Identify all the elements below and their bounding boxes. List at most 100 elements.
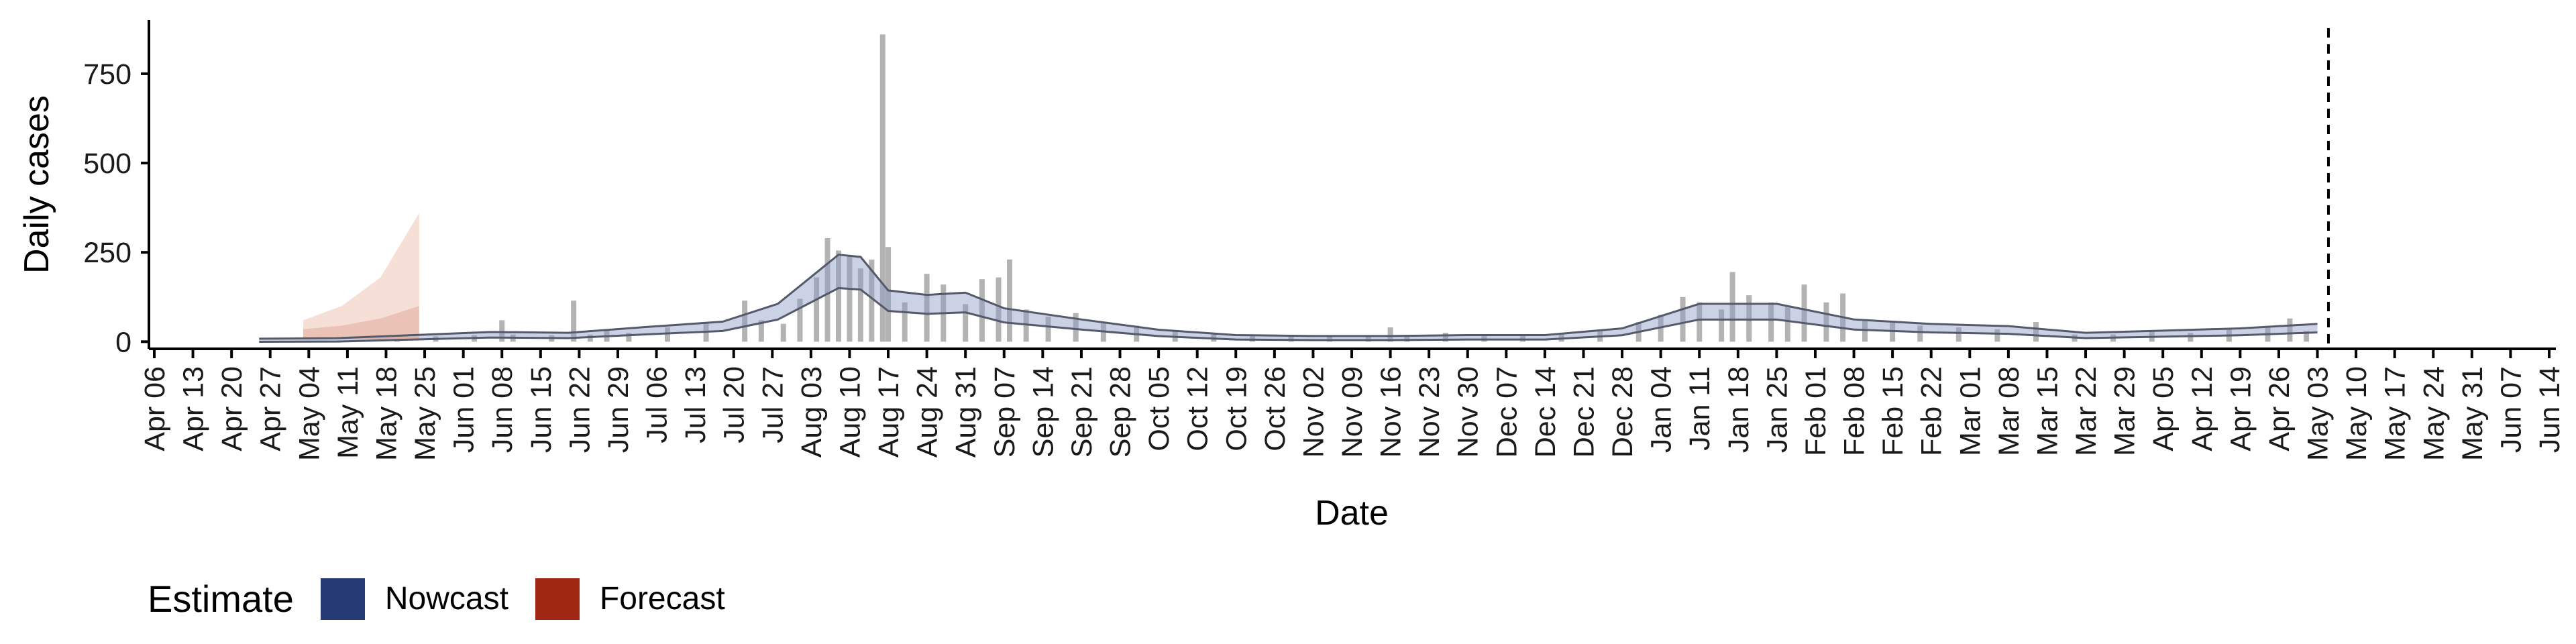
x-tick-label: Dec 07 bbox=[1491, 366, 1523, 458]
forecast-swatch bbox=[535, 578, 580, 620]
nowcast-lower-line bbox=[259, 286, 2318, 343]
y-ticks: 0 250 500 750 bbox=[83, 58, 149, 358]
x-tick-label: Jun 22 bbox=[564, 366, 596, 453]
case-bar bbox=[963, 304, 969, 342]
x-tick-label: Mar 15 bbox=[2031, 366, 2063, 456]
x-tick-label: Sep 14 bbox=[1027, 366, 1059, 458]
x-tick-label: Sep 21 bbox=[1066, 366, 1098, 458]
case-bar bbox=[1249, 335, 1255, 342]
x-tick-label: Feb 08 bbox=[1839, 366, 1871, 456]
x-tick-label: Jan 25 bbox=[1761, 366, 1793, 453]
case-bar bbox=[2304, 331, 2310, 342]
case-bar bbox=[1994, 329, 2000, 342]
case-bar bbox=[1442, 333, 1448, 342]
forecast-band-inner bbox=[303, 306, 419, 340]
x-tick-label: Jan 18 bbox=[1723, 366, 1755, 453]
x-tick-label: Sep 07 bbox=[989, 366, 1021, 458]
case-bar bbox=[1823, 302, 1829, 342]
case-bar bbox=[836, 250, 841, 342]
forecast-band-outer bbox=[303, 213, 419, 340]
case-bar bbox=[885, 247, 892, 342]
case-bar bbox=[1520, 335, 1525, 342]
x-tick-label: Jul 13 bbox=[680, 366, 712, 443]
x-tick-label: Apr 13 bbox=[178, 366, 210, 451]
x-tick-label: Feb 22 bbox=[1916, 366, 1948, 456]
x-tick-label: Nov 30 bbox=[1452, 366, 1485, 458]
x-tick-label: Jan 04 bbox=[1646, 366, 1678, 453]
case-bar bbox=[979, 279, 985, 342]
case-bar bbox=[742, 301, 748, 342]
case-bar bbox=[665, 327, 670, 342]
x-tick-label: Oct 12 bbox=[1182, 366, 1214, 451]
x-tick-label: Apr 27 bbox=[255, 366, 287, 451]
x-tick-label: Jun 01 bbox=[448, 366, 480, 453]
x-tick-label: Jun 15 bbox=[525, 366, 557, 453]
case-bar bbox=[499, 320, 505, 342]
x-tick-label: May 11 bbox=[332, 366, 364, 459]
case-bar bbox=[1746, 295, 1752, 342]
case-bar bbox=[869, 259, 875, 342]
case-bar bbox=[1917, 325, 1923, 342]
x-tick-label: Sep 28 bbox=[1105, 366, 1137, 458]
case-bar bbox=[1481, 334, 1487, 342]
x-tick-label: Aug 17 bbox=[873, 366, 905, 458]
x-tick-label: Jul 20 bbox=[718, 366, 751, 443]
x-tick-label: Feb 15 bbox=[1877, 366, 1909, 456]
case-bar bbox=[780, 323, 786, 342]
x-tick-label: Mar 08 bbox=[1993, 366, 2025, 456]
x-tick-label: Jan 11 bbox=[1684, 366, 1716, 451]
x-tick-label: May 24 bbox=[2418, 366, 2450, 461]
case-bar bbox=[824, 237, 830, 342]
x-tick-label: Jul 06 bbox=[641, 366, 674, 443]
case-bar bbox=[1955, 327, 1962, 342]
x-tick-label: Aug 03 bbox=[796, 366, 828, 458]
legend-item-nowcast: Nowcast bbox=[320, 578, 508, 620]
case-bar bbox=[1073, 313, 1079, 342]
x-tick-label: Apr 19 bbox=[2224, 366, 2257, 451]
case-bar bbox=[1045, 317, 1051, 342]
x-tick-label: Nov 23 bbox=[1413, 366, 1446, 458]
y-tick-label: 250 bbox=[83, 237, 131, 269]
x-tick-label: Apr 05 bbox=[2147, 366, 2180, 451]
x-tick-label: Jul 27 bbox=[757, 366, 789, 443]
x-tick-label: Nov 09 bbox=[1336, 366, 1368, 458]
case-bar bbox=[1007, 259, 1012, 342]
x-axis-title: Date bbox=[1315, 494, 1389, 533]
x-tick-label: May 31 bbox=[2457, 366, 2489, 461]
case-bar bbox=[1768, 302, 1774, 342]
case-bar bbox=[1784, 306, 1790, 342]
x-tick-label: Feb 01 bbox=[1800, 366, 1832, 456]
x-tick-label: Nov 02 bbox=[1297, 366, 1330, 458]
x-tick-label: Jun 08 bbox=[486, 366, 519, 453]
case-bar bbox=[1862, 320, 1868, 342]
estimate-lines bbox=[259, 254, 2318, 343]
case-bar bbox=[1327, 336, 1333, 342]
legend-title: Estimate bbox=[148, 578, 294, 620]
x-tick-label: Aug 10 bbox=[834, 366, 866, 458]
x-tick-label: Jun 29 bbox=[602, 366, 635, 453]
case-bar bbox=[924, 274, 930, 342]
case-bar bbox=[2287, 318, 2293, 342]
case-bars bbox=[278, 34, 2310, 342]
x-tick-label: Aug 31 bbox=[950, 366, 982, 458]
x-tick-label: Aug 24 bbox=[912, 366, 944, 458]
x-tick-label: Dec 14 bbox=[1529, 366, 1562, 458]
case-bar bbox=[857, 268, 863, 342]
x-tick-label: May 18 bbox=[370, 366, 402, 461]
x-tick-label: Apr 20 bbox=[216, 366, 248, 451]
case-bar bbox=[2033, 322, 2039, 342]
x-ticks: Apr 06 Apr 13 Apr 20 Apr 27 May 04 May 11 May … bbox=[139, 349, 2566, 461]
x-tick-label: May 25 bbox=[409, 366, 441, 461]
legend-item-forecast: Forecast bbox=[535, 578, 725, 620]
x-tick-label: May 17 bbox=[2379, 366, 2412, 461]
legend-label-forecast: Forecast bbox=[599, 581, 725, 616]
case-bar bbox=[1387, 327, 1393, 342]
nowcast-upper-line bbox=[259, 254, 2318, 340]
case-bar bbox=[2188, 333, 2194, 342]
x-tick-label: Apr 06 bbox=[139, 366, 171, 451]
estimate-bands bbox=[259, 213, 2318, 342]
x-tick-label: Oct 05 bbox=[1143, 366, 1175, 451]
case-bar bbox=[1719, 309, 1725, 342]
case-bar bbox=[1729, 272, 1735, 342]
